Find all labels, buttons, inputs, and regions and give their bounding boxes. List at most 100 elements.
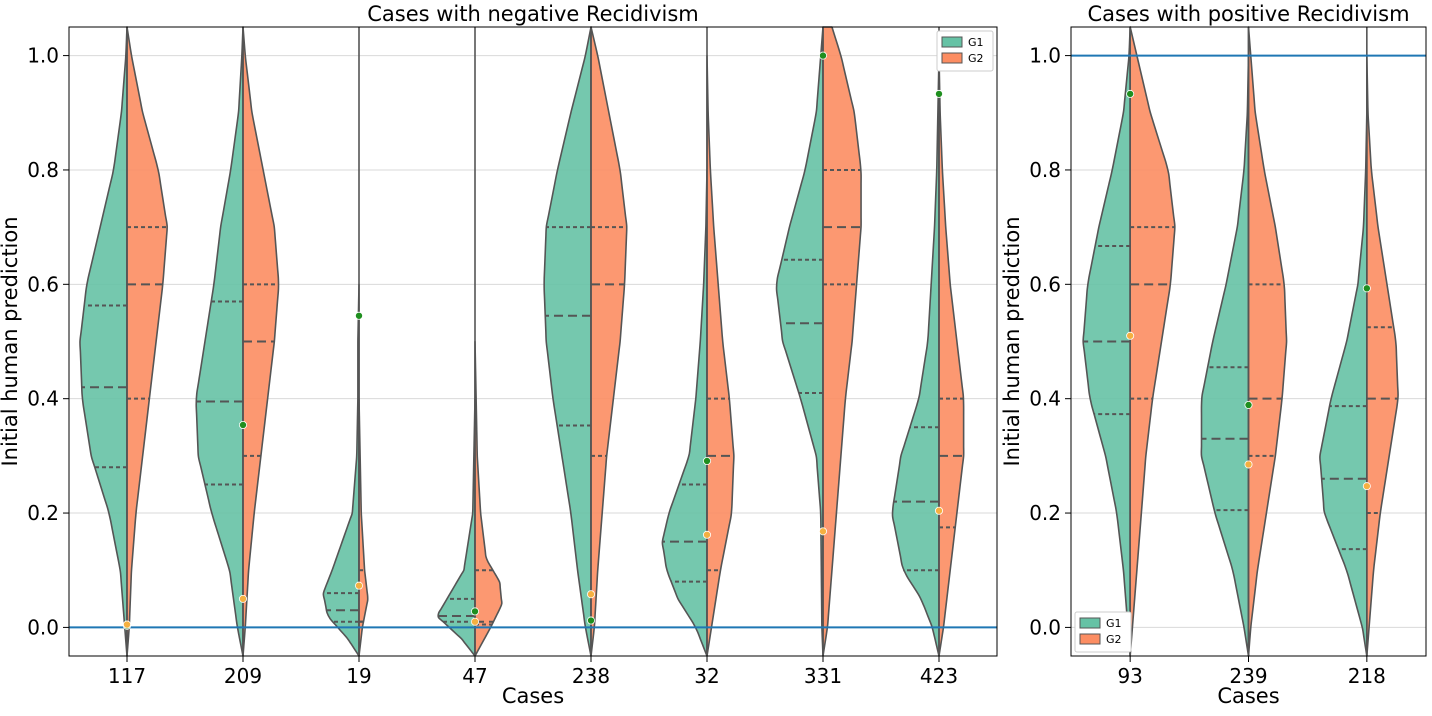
legend-label-g1: G1 [1106,617,1122,630]
violin-case-19 [322,27,369,657]
violin-half-g1-209 [195,26,244,657]
x-tick-label-117: 117 [108,664,146,688]
y-axis-label: Initial human prediction [0,216,22,466]
marker-g2-239 [1244,460,1253,469]
y-ticks: 0.0 0.2 0.4 0.6 0.8 1.0 [1029,44,1071,639]
violin-half-g1-238 [543,26,592,657]
panel-positive-recidivism: 0.0 0.2 0.4 0.6 0.8 1.0 93 239 218 Cases with p… [1000,2,1427,708]
violin-half-g2-423 [938,54,965,657]
violin-half-g1-117 [79,26,128,657]
marker-g1-423 [935,89,944,98]
violin-half-g1-19 [322,283,360,657]
x-tick-label-239: 239 [1229,664,1267,688]
marker-g1-93 [1126,89,1135,98]
marker-g2-19 [354,581,363,590]
legend-swatch-g2 [1079,633,1101,645]
marker-g2-209 [238,594,247,603]
marker-g1-32 [703,457,712,466]
x-tick-label-209: 209 [224,664,262,688]
y-tick-label-4: 0.8 [27,158,59,182]
violins [79,26,965,657]
violin-half-g2-93 [1129,26,1176,657]
y-tick-label-0: 0.0 [27,615,59,639]
legend-label-g1: G1 [968,36,984,49]
violin-half-g2-117 [126,26,168,657]
violin-half-g1-218 [1319,111,1368,657]
y-tick-label-1: 0.2 [27,501,59,525]
violin-half-g2-218 [1366,54,1399,657]
legend-swatch-g1 [941,36,963,48]
x-tick-label-423: 423 [920,664,958,688]
legend: G1 G2 [1074,611,1132,653]
marker-g1-47 [470,607,479,616]
chart-title: Cases with negative Recidivism [367,2,699,26]
y-tick-label-3: 0.6 [1029,272,1061,296]
y-tick-label-2: 0.4 [1029,387,1061,411]
violin-half-g2-238 [590,26,628,657]
y-axis-label: Initial human prediction [1000,216,1024,466]
x-axis-label: Cases [502,684,564,708]
markers [123,51,944,630]
x-axis-label: Cases [1217,684,1279,708]
y-tick-label-1: 0.2 [1029,501,1061,525]
violin-half-g2-47 [474,340,503,657]
marker-g2-238 [587,590,596,599]
x-tick-label-218: 218 [1348,664,1386,688]
violin-case-331 [775,26,862,657]
marker-g1-19 [354,311,363,320]
y-tick-label-0: 0.0 [1029,615,1061,639]
x-tick-label-19: 19 [346,664,371,688]
marker-g2-423 [935,506,944,515]
chart-title: Cases with positive Recidivism [1087,2,1409,26]
marker-g2-47 [470,617,479,626]
marker-g1-331 [819,51,828,60]
violin-half-g1-239 [1200,54,1250,657]
legend: G1 G2 [936,30,994,72]
x-tick-label-47: 47 [462,664,487,688]
violins [1082,26,1399,657]
legend-label-g2: G2 [968,52,984,65]
marker-g1-218 [1362,284,1371,293]
marker-g2-93 [1126,331,1135,340]
y-tick-label-5: 1.0 [1029,44,1061,68]
violin-case-117 [79,26,168,657]
x-tick-label-93: 93 [1117,664,1142,688]
violin-half-g2-239 [1247,26,1288,657]
violin-half-g1-32 [661,169,708,657]
y-tick-label-4: 0.8 [1029,158,1061,182]
violin-case-239 [1200,26,1288,657]
x-ticks: 93 239 218 [1117,656,1386,688]
panel-negative-recidivism: 0.0 0.2 0.4 0.6 0.8 1.0 117 209 19 47 238 32 331 423… [0,2,998,708]
marker-g2-218 [1362,482,1371,491]
marker-g2-331 [819,527,828,536]
violin-case-209 [195,26,280,657]
violin-case-47 [436,27,503,657]
violin-case-32 [661,27,735,657]
violin-half-g1-423 [891,54,940,657]
violin-case-238 [543,26,628,657]
y-ticks: 0.0 0.2 0.4 0.6 0.8 1.0 [27,44,69,639]
violin-half-g2-331 [822,26,862,657]
legend-swatch-g1 [1079,617,1101,629]
violin-case-423 [891,27,965,657]
marker-g1-239 [1244,400,1253,409]
y-tick-label-3: 0.6 [27,272,59,296]
violin-half-g2-32 [706,54,735,657]
violin-case-218 [1319,27,1399,657]
legend-label-g2: G2 [1106,633,1122,646]
y-tick-label-5: 1.0 [27,44,59,68]
x-tick-label-331: 331 [804,664,842,688]
marker-g2-32 [703,530,712,539]
violin-half-g1-47 [437,397,476,657]
x-tick-label-32: 32 [694,664,719,688]
plot-frame [68,26,998,657]
markers [1126,89,1371,491]
marker-g2-117 [123,620,132,629]
violin-half-g2-19 [358,397,369,657]
marker-g1-238 [587,616,596,625]
violin-half-g1-331 [775,26,824,657]
x-ticks: 117 209 19 47 238 32 331 423 [108,656,958,688]
y-tick-label-2: 0.4 [27,387,59,411]
